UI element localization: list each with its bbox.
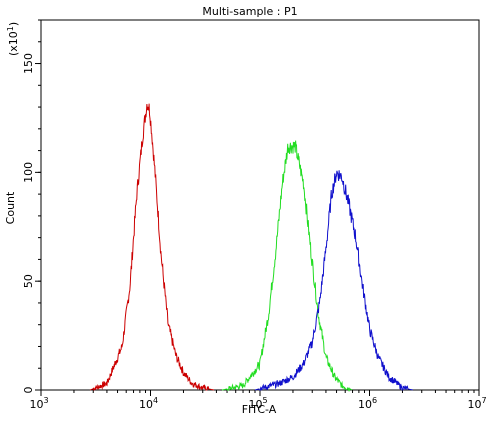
x-tick-exp: 4 [153, 396, 158, 405]
x-tick-label: 104 [139, 396, 158, 411]
x-tick-label: 103 [29, 396, 48, 411]
x-axis: 103 104 105 106 107 [29, 390, 487, 411]
x-tick-exp: 6 [372, 396, 377, 405]
chart-title: Multi-sample : P1 [202, 5, 297, 18]
x-tick-base: 10 [139, 398, 153, 411]
x-tick-base: 10 [248, 398, 262, 411]
x-tick-label: 107 [467, 396, 486, 411]
series-layer [89, 103, 413, 392]
y-multiplier-exp: 1 [6, 26, 15, 31]
y-axis-title: Count [4, 191, 17, 224]
x-tick-base: 10 [467, 398, 481, 411]
plot-area [40, 19, 480, 391]
y-tick-label: 0 [22, 387, 35, 394]
series-line-2 [254, 170, 413, 391]
x-tick-base: 10 [358, 398, 372, 411]
series-line-1 [221, 140, 353, 392]
x-tick-exp: 7 [481, 396, 486, 405]
y-tick-label: 100 [22, 162, 35, 183]
x-tick-label: 106 [358, 396, 377, 411]
series-line-0 [89, 103, 215, 391]
y-tick-label: 150 [22, 53, 35, 74]
svg-text:(x101): (x101) [6, 22, 20, 56]
y-axis: 0 50 100 150 [22, 19, 41, 394]
x-tick-exp: 3 [43, 396, 48, 405]
y-multiplier-text: (x10 [7, 31, 20, 56]
x-axis-title: FITC-A [242, 403, 277, 416]
x-tick-exp: 5 [262, 396, 267, 405]
x-tick-label: 105 [248, 396, 267, 411]
y-multiplier-label: (x101) [6, 22, 20, 56]
y-tick-label: 50 [22, 274, 35, 288]
x-tick-base: 10 [29, 398, 43, 411]
